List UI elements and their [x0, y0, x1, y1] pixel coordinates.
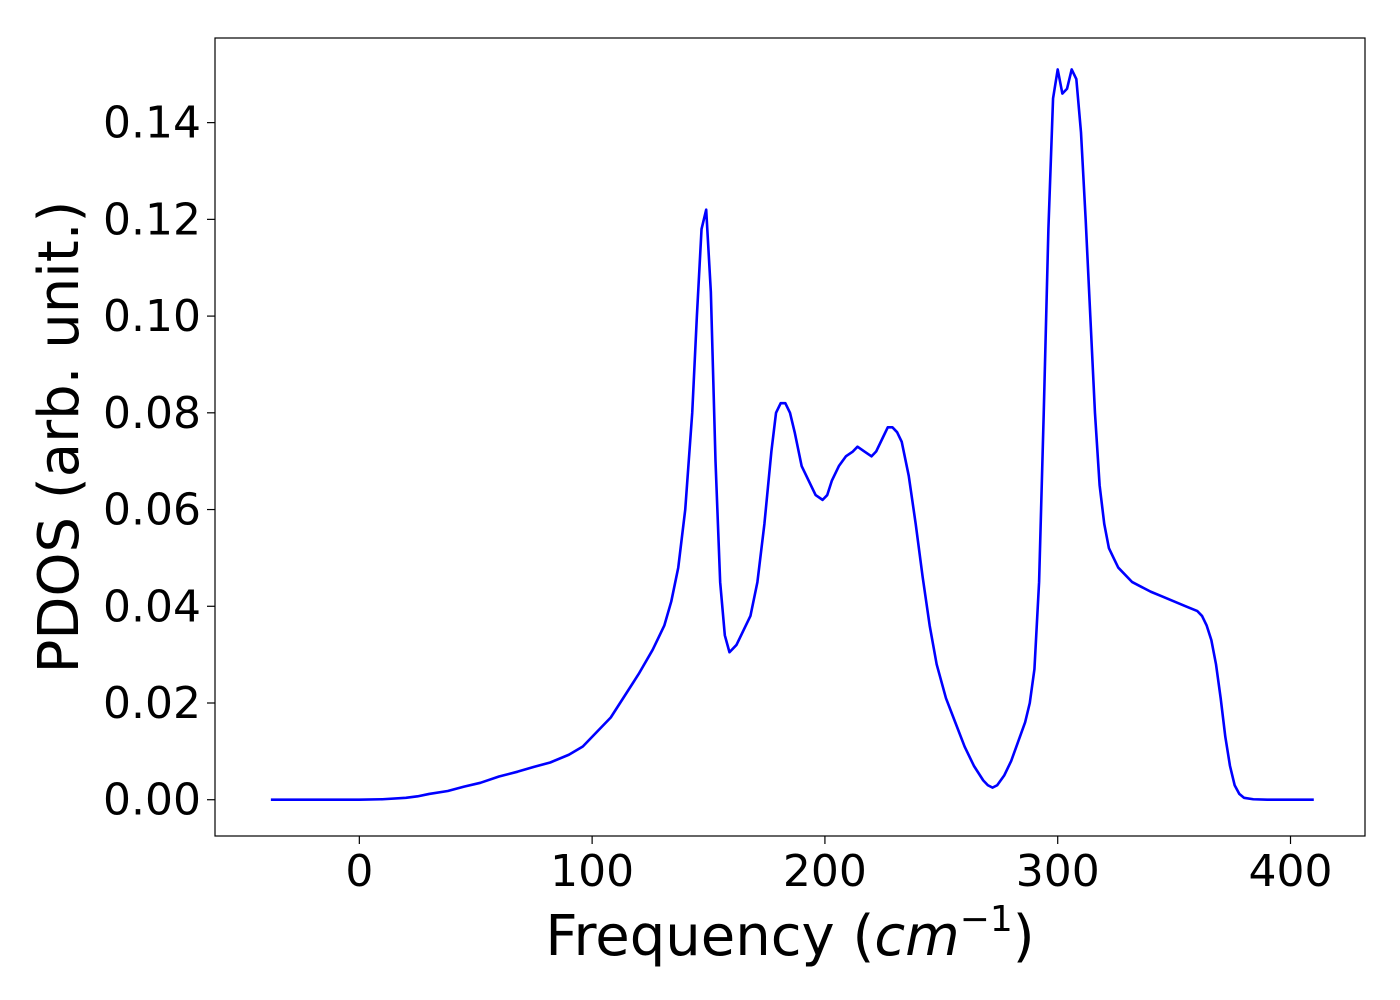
x-tick-label: 400 — [1249, 846, 1333, 897]
plot-area — [214, 37, 1366, 837]
y-axis-ticks: 0.00 0.02 0.04 0.06 0.08 0.10 0.12 0.14 — [103, 98, 215, 826]
y-tick-label: 0.02 — [103, 678, 201, 729]
x-axis-title: Frequency (cm−1) — [545, 899, 1034, 969]
series-layer — [270, 68, 1314, 802]
y-tick-label: 0.12 — [103, 194, 201, 245]
y-tick-label: 0.14 — [103, 98, 201, 149]
x-axis-title-unit: cm — [874, 904, 959, 969]
x-tick-label: 100 — [550, 846, 634, 897]
x-axis-ticks: 0 100 200 300 400 — [345, 836, 1332, 897]
x-axis-title-text: Frequency ( — [545, 904, 874, 969]
y-tick-label: 0.08 — [103, 388, 201, 439]
y-tick-label: 0.10 — [103, 291, 201, 342]
y-axis-title: PDOS (arb. unit.) — [27, 201, 92, 674]
y-tick-label: 0.04 — [103, 581, 201, 632]
x-tick-label: 300 — [1016, 846, 1100, 897]
x-axis-title-exponent: −1 — [960, 899, 1013, 940]
x-axis-title-close: ) — [1013, 904, 1035, 969]
y-tick-label: 0.00 — [103, 775, 201, 826]
y-tick-label: 0.06 — [103, 485, 201, 536]
x-tick-label: 0 — [345, 846, 373, 897]
x-tick-label: 200 — [783, 846, 867, 897]
series-line — [270, 68, 1314, 802]
